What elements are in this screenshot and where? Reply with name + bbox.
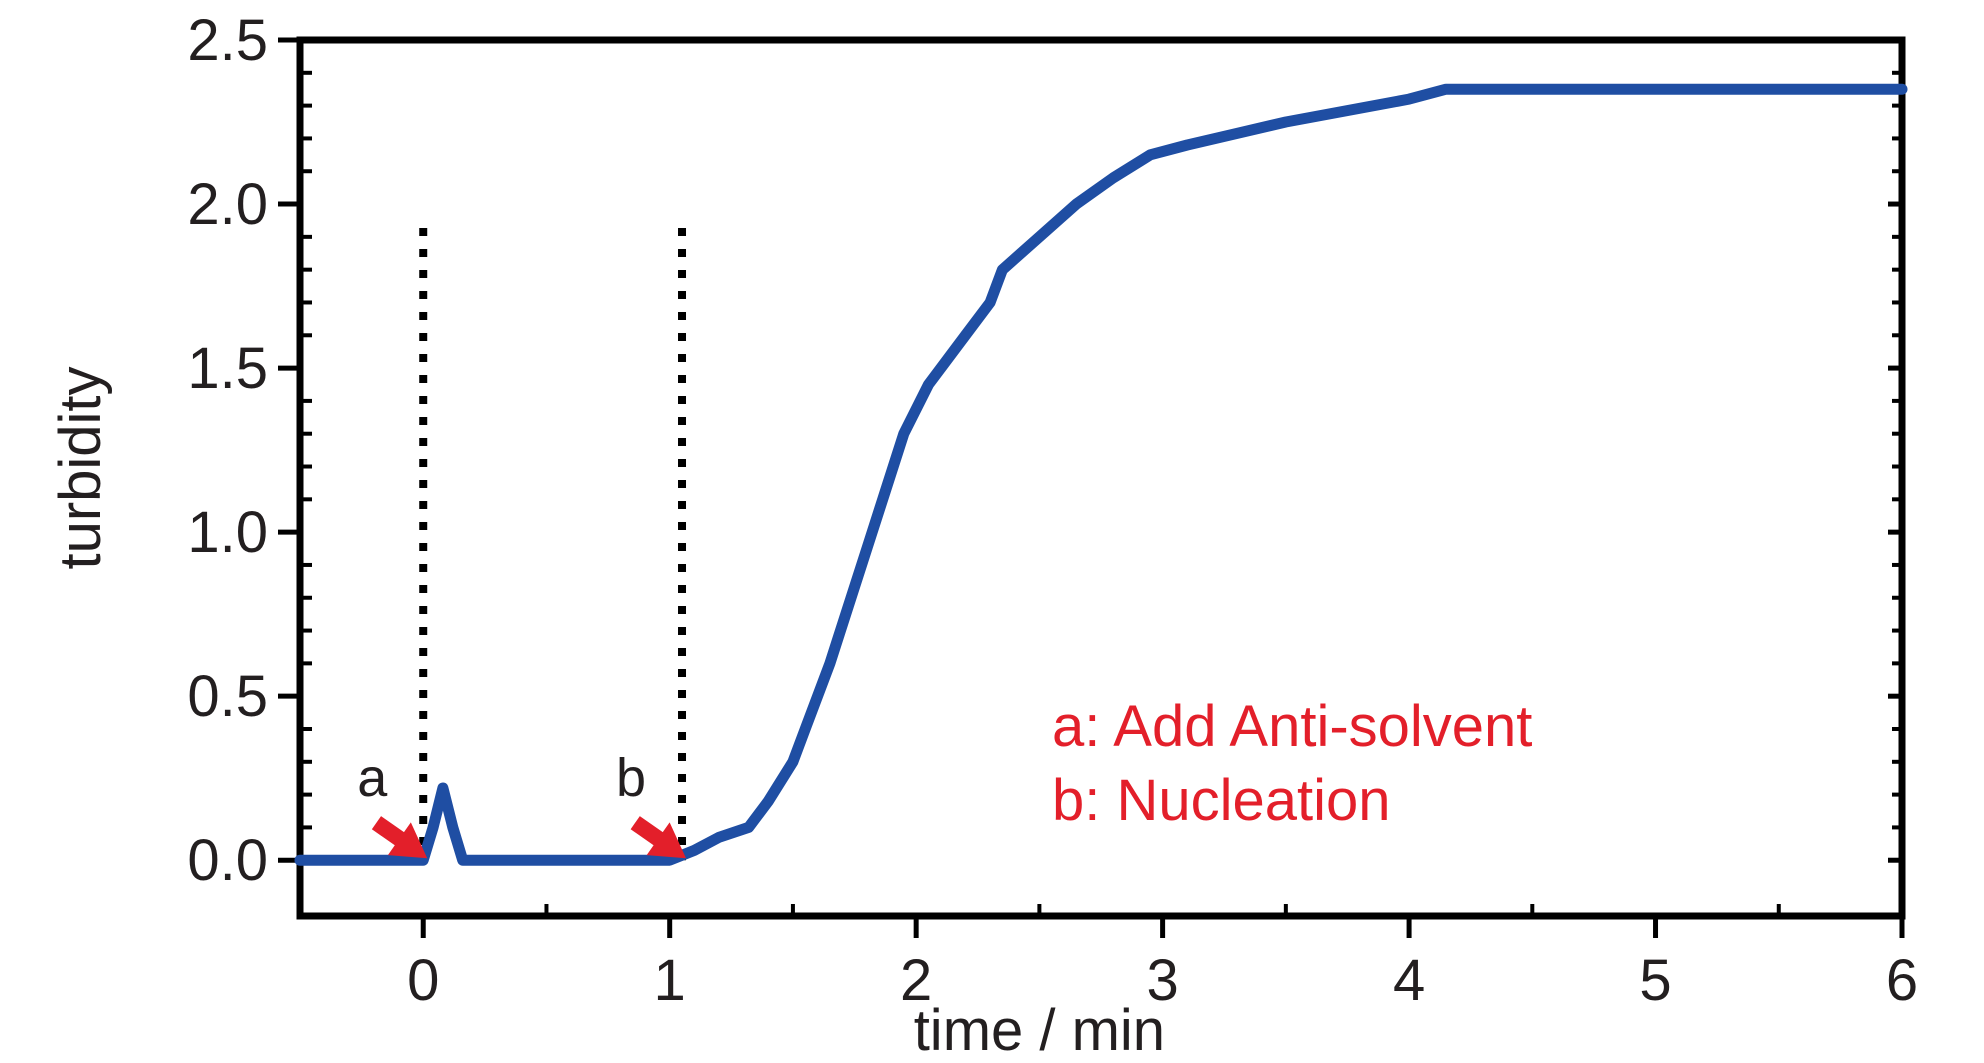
x-tick-label: 6 (1886, 948, 1918, 1013)
annotation-arrows (371, 816, 687, 859)
y-axis-title: turbidity (48, 366, 113, 569)
y-axis-ticks: 0.0 0.5 1.0 1.5 2.0 2.5 (187, 8, 1902, 893)
x-tick-label: 0 (407, 948, 439, 1013)
legend-entry-0: a: Add Anti-solvent (1052, 694, 1532, 759)
arrow-a (371, 816, 428, 859)
x-tick-label: 3 (1146, 948, 1178, 1013)
y-tick-label: 1.0 (187, 500, 268, 565)
series-line-0 (294, 83, 1908, 866)
x-tick-label: 4 (1393, 948, 1425, 1013)
arrow-shape (371, 816, 428, 859)
x-axis-title: time / min (914, 998, 1165, 1063)
y-tick-label: 0.0 (187, 828, 268, 893)
x-tick-label: 2 (900, 948, 932, 1013)
arrow-b (630, 816, 687, 859)
marker-letter-a: a (357, 748, 388, 808)
y-tick-label: 1.5 (187, 336, 268, 401)
y-tick-label: 2.0 (187, 172, 268, 237)
series-layer (294, 83, 1908, 866)
plot-frame (296, 36, 1906, 920)
arrow-shape (630, 816, 687, 859)
marker-lines (419, 228, 687, 861)
marker-letter-b: b (616, 748, 646, 808)
legend-entry-1: b: Nucleation (1052, 768, 1391, 833)
x-axis-ticks: 0 1 2 3 4 5 6 (298, 904, 1918, 1013)
y-tick-label: 0.5 (187, 664, 268, 729)
y-tick-label: 2.5 (187, 8, 268, 73)
chart-labels: time / min turbidity a b a: Add Anti-solvent… (48, 366, 1532, 1063)
x-tick-label: 5 (1639, 948, 1671, 1013)
x-tick-label: 1 (654, 948, 686, 1013)
plot-border (296, 36, 1906, 920)
